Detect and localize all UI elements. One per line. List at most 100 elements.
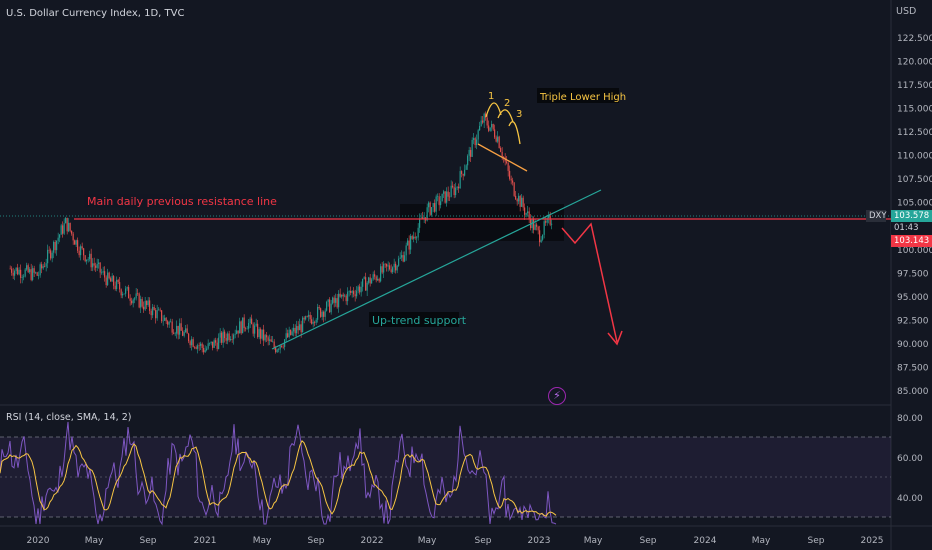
candle-body	[530, 218, 532, 229]
candle-body	[170, 321, 172, 323]
candle-body	[216, 342, 218, 349]
time-tick: Sep	[140, 536, 157, 546]
candle-body	[441, 193, 443, 202]
candle-body	[443, 191, 445, 194]
candle-body	[341, 294, 343, 297]
candle-body	[59, 234, 61, 238]
candle-body	[93, 263, 95, 266]
candle-body	[461, 171, 463, 174]
candle-body	[468, 150, 470, 156]
candle-body	[486, 117, 488, 126]
rsi-ma-line	[0, 439, 557, 517]
candle-body	[89, 253, 91, 260]
descending-trendline[interactable]	[477, 143, 528, 172]
candle-body	[506, 161, 508, 164]
candle-body	[470, 150, 472, 157]
candle-body	[473, 138, 475, 140]
candle-body	[404, 255, 406, 262]
candle-body	[527, 211, 529, 214]
rsi-tick: 80.00	[897, 414, 923, 424]
time-axis[interactable]: 2020 May Sep 2021 May Sep 2022 May Sep 2023 May Sep…	[27, 536, 884, 546]
candle-body	[140, 298, 142, 308]
candle-body	[399, 257, 401, 259]
candle-body	[221, 332, 223, 343]
candle-body	[533, 218, 535, 230]
flash-icon[interactable]: ⚡	[548, 387, 566, 405]
price-tick: 100.000	[897, 246, 932, 256]
time-tick: Sep	[475, 536, 492, 546]
candle-body	[155, 310, 157, 319]
candle-body	[551, 223, 553, 225]
candle-body	[102, 271, 104, 273]
projection-path[interactable]	[561, 222, 618, 343]
rsi-axis[interactable]: 80.00 60.00 40.00	[897, 414, 923, 504]
candle-body	[95, 265, 97, 268]
time-tick: 2023	[528, 536, 551, 546]
candle-body	[264, 335, 266, 341]
candle-body	[113, 276, 115, 286]
candle-body	[456, 186, 458, 188]
candle-body	[243, 317, 245, 329]
uptrend-support-line[interactable]	[271, 189, 602, 350]
candle-body	[437, 196, 439, 198]
price-tick: 90.000	[897, 340, 929, 350]
candle-body	[9, 268, 11, 270]
candle-body	[393, 263, 395, 268]
rsi-title[interactable]: RSI (14, close, SMA, 14, 2)	[6, 412, 132, 423]
candle-body	[495, 137, 497, 142]
candle-body	[104, 271, 106, 278]
candle-body	[50, 250, 52, 259]
projection-arrowhead	[607, 330, 623, 346]
candle-body	[26, 265, 28, 270]
candle-body	[231, 339, 233, 340]
candle-body	[446, 191, 448, 203]
candle-body	[110, 278, 112, 282]
resistance-price-tag: 103.143	[891, 235, 932, 247]
candle-body	[275, 347, 277, 353]
candle-body	[369, 277, 371, 284]
candle-body	[548, 215, 550, 218]
candle-body	[210, 341, 212, 344]
candle-body	[84, 255, 86, 262]
candle-body	[83, 248, 85, 256]
candle-body	[77, 240, 79, 251]
candle-body	[171, 321, 173, 333]
candle-body	[435, 196, 437, 212]
candle-body	[38, 275, 40, 276]
candle-body	[455, 187, 457, 196]
candle-body	[509, 170, 511, 179]
candle-body	[485, 113, 487, 118]
candle-body	[545, 221, 547, 223]
candle-body	[134, 298, 136, 300]
candle-body	[377, 278, 379, 281]
candle-body	[387, 265, 389, 267]
candle-body	[192, 339, 194, 347]
peak-2-label: 2	[504, 98, 510, 109]
candle-body	[314, 321, 316, 323]
candle-body	[497, 136, 499, 142]
candle-body	[494, 129, 496, 138]
candle-body	[137, 293, 139, 295]
candle-body	[401, 255, 403, 258]
candle-body	[363, 277, 365, 279]
candle-body	[20, 269, 22, 278]
rsi-tick: 60.00	[897, 454, 923, 464]
symbol-title[interactable]: U.S. Dollar Currency Index, 1D, TVC	[6, 8, 185, 19]
candle-body	[549, 215, 551, 225]
candle-body	[164, 317, 166, 321]
candle-body	[263, 329, 265, 341]
candle-body	[80, 246, 82, 256]
candle-body	[374, 274, 376, 277]
candle-body	[179, 323, 181, 335]
candle-body	[183, 332, 185, 336]
candle-body	[78, 250, 80, 256]
candle-body	[129, 298, 131, 301]
candle-body	[419, 218, 421, 228]
price-tick: 95.000	[897, 293, 929, 303]
price-axis[interactable]: 122.500 120.000 117.500 115.000 112.500 110.0…	[897, 34, 932, 397]
candle-body	[320, 308, 322, 317]
candle-body	[219, 332, 221, 338]
candle-body	[161, 310, 163, 322]
time-tick: May	[85, 536, 104, 546]
